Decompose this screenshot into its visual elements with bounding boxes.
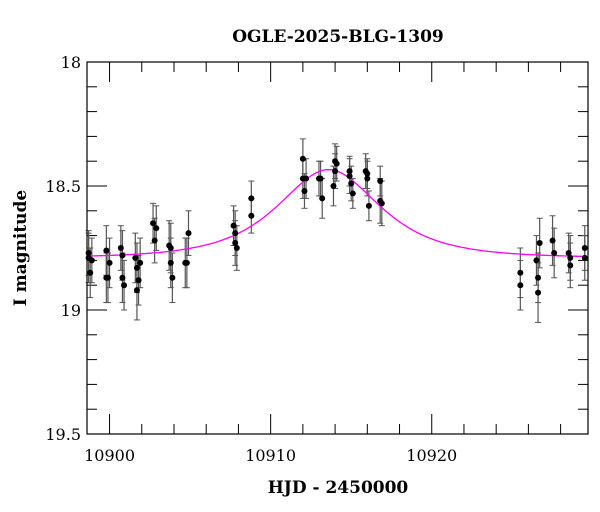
data-point <box>319 195 326 202</box>
data-point <box>536 240 543 247</box>
y-tick-label: 19.5 <box>45 425 81 444</box>
model-curve <box>87 168 587 258</box>
x-tick-label: 10910 <box>245 446 296 465</box>
y-axis-label: I magnitude <box>11 190 31 307</box>
plot-frame <box>86 61 589 435</box>
data-point <box>299 155 306 162</box>
data-point <box>330 183 337 189</box>
data-point <box>232 230 239 237</box>
data-point <box>581 254 588 261</box>
data-point <box>185 230 192 237</box>
data-point <box>104 274 111 281</box>
data-point <box>248 212 255 219</box>
data-point <box>183 259 190 266</box>
data-point <box>549 237 556 244</box>
data-point <box>169 274 176 281</box>
data-point <box>135 277 142 284</box>
data-point <box>119 252 126 259</box>
data-point <box>232 240 239 247</box>
data-point <box>167 259 174 266</box>
data-point <box>132 254 139 261</box>
data-point <box>119 274 126 281</box>
data-point <box>377 178 384 185</box>
data-point <box>551 249 558 256</box>
data-point <box>378 200 385 207</box>
data-point <box>106 259 113 266</box>
x-tick-label: 10920 <box>406 446 457 465</box>
data-point <box>565 249 572 256</box>
x-axis-label: HJD - 2450000 <box>268 478 409 498</box>
data-point <box>332 168 339 175</box>
data-point <box>230 222 237 229</box>
data-point <box>365 202 372 209</box>
data-point <box>317 175 324 182</box>
data-point <box>333 160 340 167</box>
chart-title: OGLE-2025-BLG-1309 <box>232 27 444 47</box>
x-tick-label: 10900 <box>84 446 135 465</box>
data-point <box>150 220 157 227</box>
data-point <box>153 225 160 232</box>
data-point <box>567 254 574 261</box>
data-point <box>233 245 240 251</box>
data-point <box>517 269 524 276</box>
data-point <box>133 287 140 294</box>
data-point <box>167 245 174 251</box>
y-tick-label: 18.5 <box>45 177 81 196</box>
data-point <box>133 264 140 271</box>
data-point <box>88 257 95 264</box>
y-tick-label: 19 <box>61 301 81 320</box>
data-point <box>151 237 158 244</box>
data-point <box>346 173 353 180</box>
data-point <box>346 168 353 175</box>
data-point <box>364 175 371 182</box>
data-point <box>535 274 542 281</box>
data-point <box>364 170 371 177</box>
data-point <box>535 289 542 296</box>
data-point <box>567 262 574 269</box>
data-point <box>87 269 94 276</box>
data-point <box>248 195 255 202</box>
data-point <box>517 282 524 289</box>
data-point <box>533 257 540 264</box>
data-point <box>121 282 128 289</box>
data-point <box>303 175 310 182</box>
data-point <box>301 187 308 194</box>
data-point <box>348 180 355 187</box>
data-point <box>117 245 124 251</box>
data-point <box>137 259 144 266</box>
data-point <box>581 245 588 251</box>
data-point <box>349 190 356 197</box>
data-point <box>103 247 110 254</box>
y-tick-label: 18 <box>61 53 81 72</box>
